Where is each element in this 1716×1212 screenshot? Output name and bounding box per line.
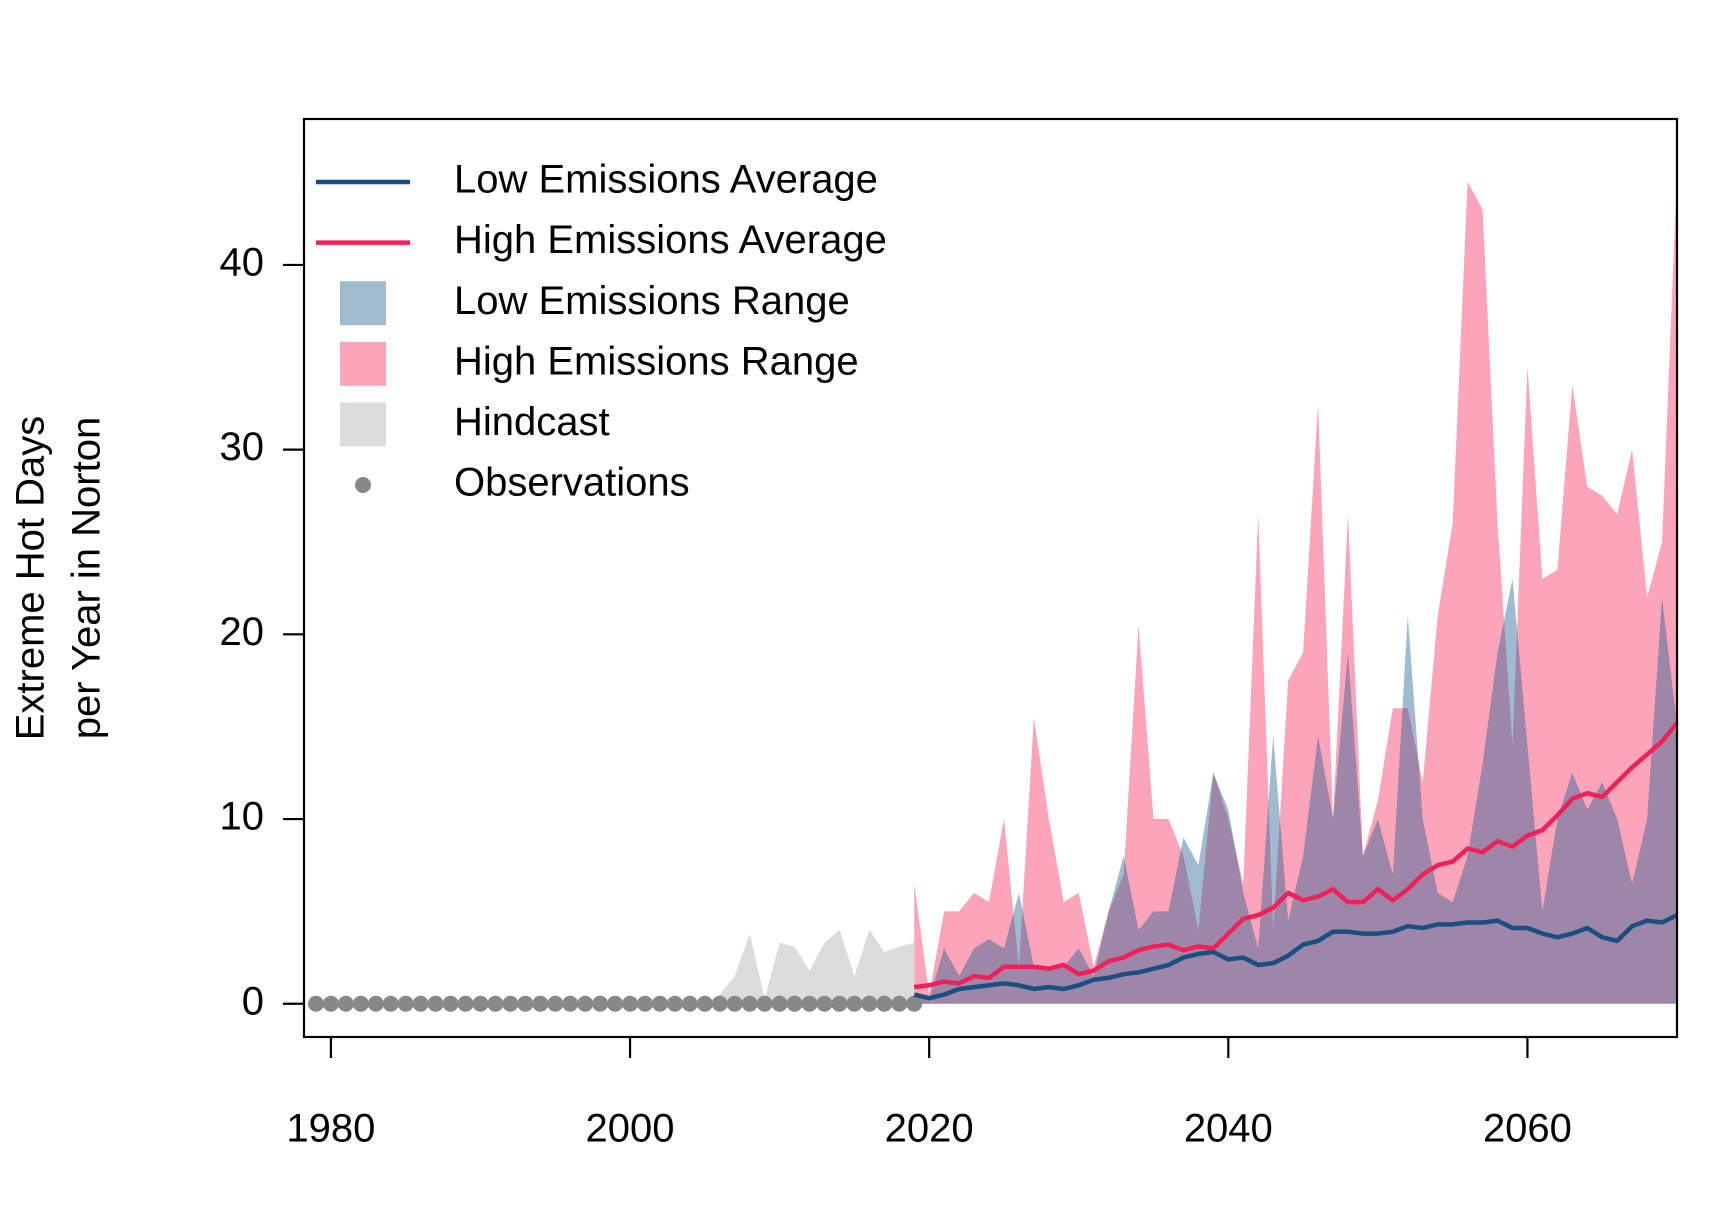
legend-label: Low Emissions Average	[454, 158, 878, 202]
observation-point	[696, 995, 713, 1012]
average-line	[913, 721, 1679, 990]
observation-point	[577, 995, 594, 1012]
observation-point	[427, 995, 444, 1012]
observation-point	[846, 995, 863, 1012]
observation-point	[592, 995, 609, 1012]
y-tick-label: 0	[242, 979, 264, 1023]
observation-point	[637, 995, 654, 1012]
observation-point	[651, 995, 668, 1012]
observation-point	[487, 995, 504, 1012]
observation-point	[457, 995, 474, 1012]
observation-point	[741, 995, 758, 1012]
x-tick-label: 1980	[286, 1107, 375, 1151]
observation-point	[816, 995, 833, 1012]
legend-label: Low Emissions Range	[454, 279, 850, 323]
plot-area	[307, 172, 1679, 1012]
legend-swatch	[340, 402, 386, 447]
y-tick-label: 20	[220, 610, 265, 654]
y-tick-label: 30	[220, 425, 265, 469]
legend-swatch	[340, 341, 386, 386]
x-tick-label: 2000	[586, 1107, 675, 1151]
observation-point	[681, 995, 698, 1012]
legend-label: High Emissions Range	[454, 339, 859, 383]
observation-point	[367, 995, 384, 1012]
observation-point	[382, 995, 399, 1012]
legend-label: Hindcast	[454, 400, 610, 444]
range-area	[315, 929, 915, 1004]
observation-point	[322, 995, 339, 1012]
range-area	[914, 172, 1677, 1004]
x-tick-label: 2040	[1184, 1107, 1273, 1151]
observation-point	[442, 995, 459, 1012]
observation-point	[891, 995, 908, 1012]
observation-point	[412, 995, 429, 1012]
range-area	[914, 578, 1677, 1004]
observation-point	[801, 995, 818, 1012]
observation-point	[562, 995, 579, 1012]
x-tick-label: 2060	[1483, 1107, 1572, 1151]
legend-label: High Emissions Average	[454, 218, 887, 262]
average-line	[913, 913, 1678, 1001]
y-axis-label: Extreme Hot Days per Year in Norton	[9, 416, 109, 741]
observation-point	[756, 995, 773, 1012]
legend: Low Emissions Average High Emissions Aver…	[316, 158, 887, 505]
legend-label: Observations	[454, 461, 690, 505]
observation-point	[352, 995, 369, 1012]
observation-point	[906, 995, 923, 1012]
observation-point	[547, 995, 564, 1012]
y-axis-label-line: per Year in Norton	[65, 417, 109, 739]
observation-point	[397, 995, 414, 1012]
observation-point	[876, 995, 893, 1012]
observation-point	[532, 995, 549, 1012]
observation-point	[337, 995, 354, 1012]
legend-point	[355, 477, 371, 493]
observation-point	[502, 995, 519, 1012]
observation-point	[666, 995, 683, 1012]
observation-point	[607, 995, 624, 1012]
observation-point	[771, 995, 788, 1012]
observation-point	[307, 995, 324, 1012]
legend-swatch	[340, 281, 386, 326]
observation-point	[472, 995, 489, 1012]
y-tick-label: 40	[220, 240, 265, 284]
observation-point	[831, 995, 848, 1012]
x-tick-label: 2020	[885, 1107, 974, 1151]
plot-frame	[302, 117, 1679, 1039]
observation-point	[622, 995, 639, 1012]
observation-point	[517, 995, 534, 1012]
y-tick-label: 10	[220, 795, 265, 839]
observation-point	[711, 995, 728, 1012]
observation-point	[861, 995, 878, 1012]
observation-point	[726, 995, 743, 1012]
observation-point	[786, 995, 803, 1012]
y-axis-label-line: Extreme Hot Days	[9, 416, 53, 741]
